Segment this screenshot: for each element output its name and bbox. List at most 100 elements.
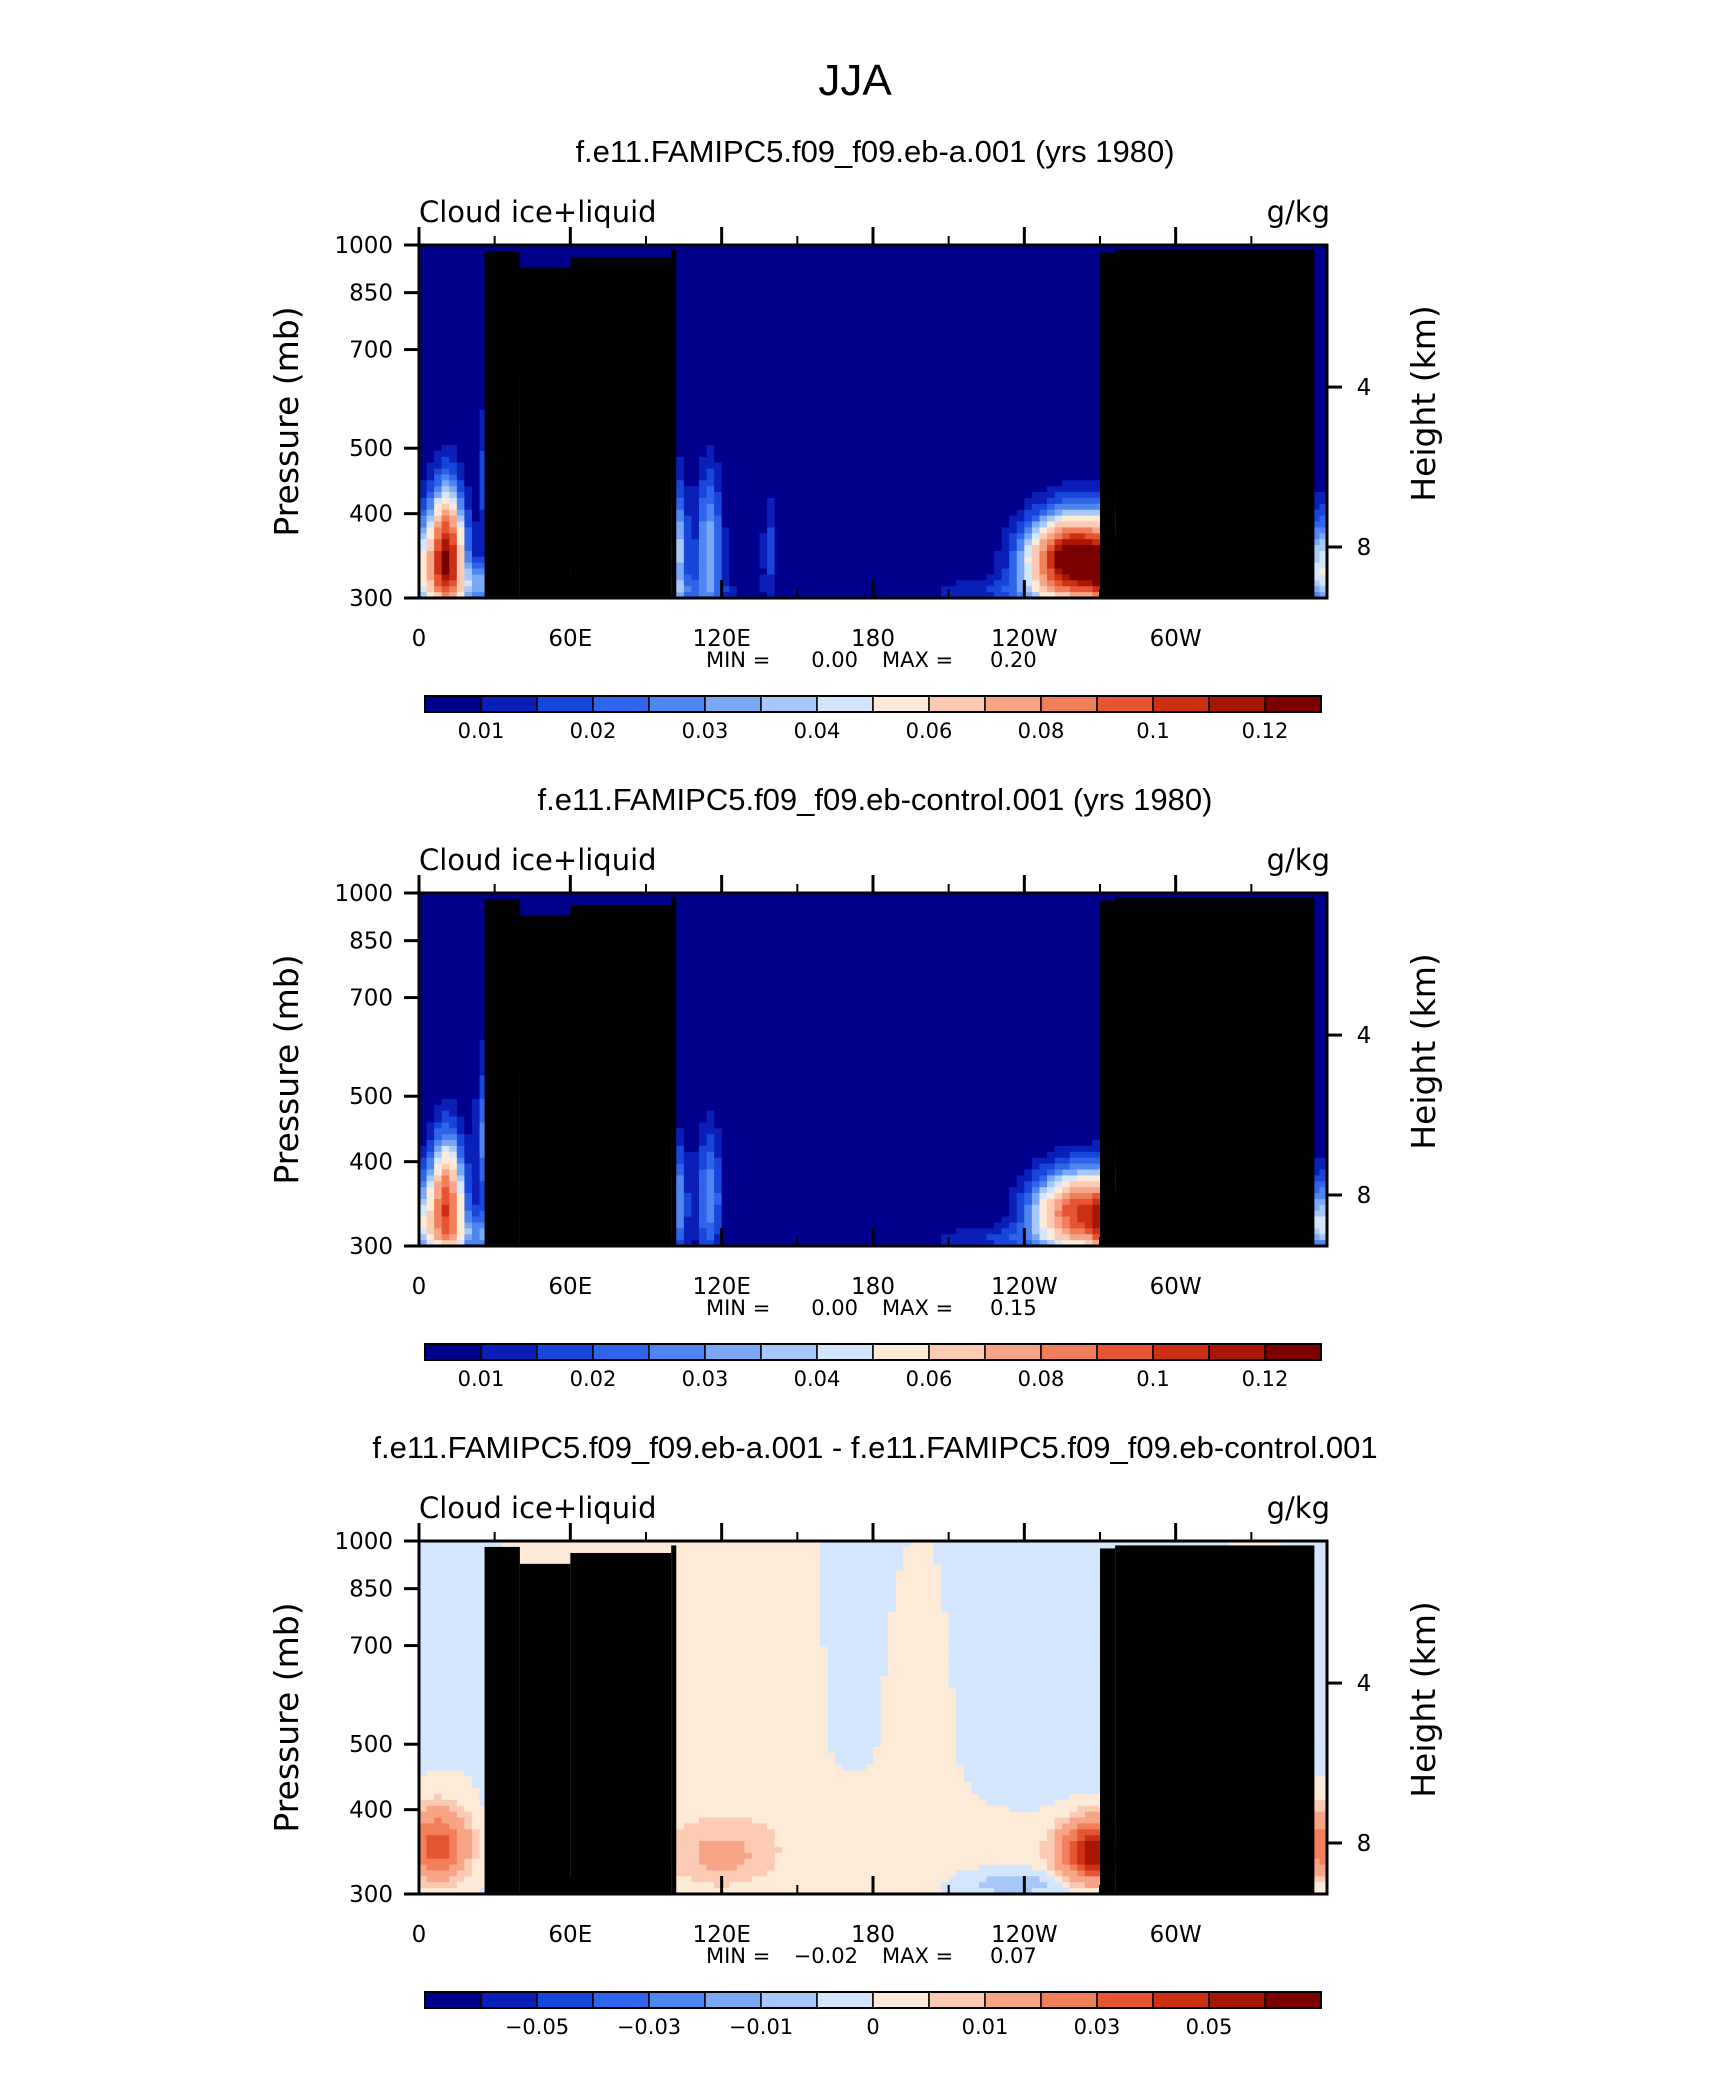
colorbar-box (929, 696, 985, 712)
y-axis-label: Pressure (mb) (267, 954, 306, 1184)
y-tick-label: 500 (349, 1084, 393, 1110)
land-block (1100, 252, 1115, 598)
colorbar-box (985, 1344, 1041, 1360)
colorbar-label: 0.01 (458, 1367, 505, 1391)
colorbar-box (761, 1344, 817, 1360)
y-tick-label: 400 (349, 1798, 393, 1824)
colorbar-label: 0.12 (1242, 719, 1289, 743)
units-label: g/kg (1267, 1491, 1330, 1525)
colorbar-label: −0.03 (617, 2015, 681, 2039)
y-axis-label: Pressure (mb) (267, 1602, 306, 1832)
colorbar-box (593, 696, 649, 712)
land-block (520, 268, 570, 598)
colorbar-box (817, 1344, 873, 1360)
colorbar-label: 0.03 (682, 1367, 729, 1391)
colorbar: 0.01 0.02 0.03 0.04 0.06 0.08 0.1 0.12 (425, 1344, 1321, 1391)
colorbar-box (649, 696, 705, 712)
colorbar-box (481, 1992, 537, 2008)
land-block (671, 1545, 676, 1894)
y-tick-label: 300 (349, 1882, 393, 1908)
max-label: MAX = (882, 1944, 953, 1968)
colorbar-box (705, 1992, 761, 2008)
colorbar-box (705, 1344, 761, 1360)
min-label: MIN = (706, 1944, 770, 1968)
colorbar-label: 0.06 (906, 719, 953, 743)
y-tick-label: 850 (349, 281, 393, 307)
x-tick-label: 60W (1150, 626, 1202, 652)
colorbar-box (1153, 1992, 1209, 2008)
colorbar-box (481, 696, 537, 712)
colorbar-box (1209, 696, 1265, 712)
y2-axis-label: Height (km) (1404, 953, 1443, 1150)
colorbar-box (1209, 1992, 1265, 2008)
colorbar-box (761, 1992, 817, 2008)
colorbar-label: 0.03 (682, 719, 729, 743)
colorbar-box (985, 696, 1041, 712)
y-axis-label: Pressure (mb) (267, 306, 306, 536)
colorbar-box (873, 1344, 929, 1360)
y-tick-label: 1000 (334, 233, 393, 259)
colorbar-label: 0.05 (1186, 2015, 1233, 2039)
units-label: g/kg (1267, 843, 1330, 877)
panel-1: f.e11.FAMIPC5.f09_f09.eb-a.001 (yrs 1980… (267, 134, 1443, 743)
y2-axis-label: Height (km) (1404, 1601, 1443, 1798)
x-tick-label: 60W (1150, 1274, 1202, 1300)
colorbar-box (1153, 1344, 1209, 1360)
land-block (485, 1547, 520, 1894)
max-label: MAX = (882, 1296, 953, 1320)
colorbar-label: −0.01 (729, 2015, 793, 2039)
panel-title: f.e11.FAMIPC5.f09_f09.eb-control.001 (yr… (538, 782, 1213, 817)
colorbar-box (593, 1344, 649, 1360)
y2-tick-label: 8 (1357, 535, 1372, 561)
land-block (485, 899, 520, 1246)
y-tick-label: 1000 (334, 881, 393, 907)
land-block (570, 905, 671, 1246)
min-value: −0.02 (794, 1944, 858, 1968)
land-block (1115, 249, 1314, 598)
x-tick-label: 60W (1150, 1922, 1202, 1948)
y2-tick-label: 4 (1357, 1671, 1372, 1697)
min-label: MIN = (706, 648, 770, 672)
colorbar-box (1041, 696, 1097, 712)
colorbar-box (1265, 1344, 1321, 1360)
colorbar-box (929, 1344, 985, 1360)
y-tick-label: 500 (349, 1732, 393, 1758)
colorbar: 0.01 0.02 0.03 0.04 0.06 0.08 0.1 0.12 (425, 696, 1321, 743)
y-tick-label: 700 (349, 1634, 393, 1660)
y2-tick-label: 4 (1357, 1023, 1372, 1049)
colorbar-box (1097, 696, 1153, 712)
colorbar-box (817, 696, 873, 712)
panel-3: f.e11.FAMIPC5.f09_f09.eb-a.001 - f.e11.F… (267, 1430, 1443, 2039)
colorbar-box (873, 696, 929, 712)
min-value: 0.00 (811, 1296, 858, 1320)
colorbar-box (481, 1344, 537, 1360)
land-block (1100, 900, 1115, 1246)
y-tick-label: 1000 (334, 1529, 393, 1555)
colorbar-box (1265, 696, 1321, 712)
x-tick-label: 0 (412, 1922, 427, 1948)
y2-axis-label: Height (km) (1404, 305, 1443, 502)
land-block (520, 1564, 570, 1894)
panel-title: f.e11.FAMIPC5.f09_f09.eb-a.001 - f.e11.F… (372, 1430, 1377, 1465)
colorbar-box (873, 1992, 929, 2008)
units-label: g/kg (1267, 195, 1330, 229)
colorbar-box (649, 1992, 705, 2008)
variable-label: Cloud ice+liquid (419, 195, 657, 229)
x-tick-label: 60E (548, 1922, 592, 1948)
max-label: MAX = (882, 648, 953, 672)
colorbar-box (1097, 1992, 1153, 2008)
min-label: MIN = (706, 1296, 770, 1320)
colorbar-box (537, 1344, 593, 1360)
x-tick-label: 60E (548, 626, 592, 652)
colorbar-box (1041, 1344, 1097, 1360)
land-block (671, 249, 676, 598)
land-block (1115, 1545, 1314, 1894)
colorbar-label: 0.01 (962, 2015, 1009, 2039)
land-block (671, 897, 676, 1246)
colorbar-box (593, 1992, 649, 2008)
panel-title: f.e11.FAMIPC5.f09_f09.eb-a.001 (yrs 1980… (575, 134, 1174, 169)
colorbar-label: −0.05 (505, 2015, 569, 2039)
panel-2: f.e11.FAMIPC5.f09_f09.eb-control.001 (yr… (267, 782, 1443, 1391)
y-tick-label: 850 (349, 929, 393, 955)
